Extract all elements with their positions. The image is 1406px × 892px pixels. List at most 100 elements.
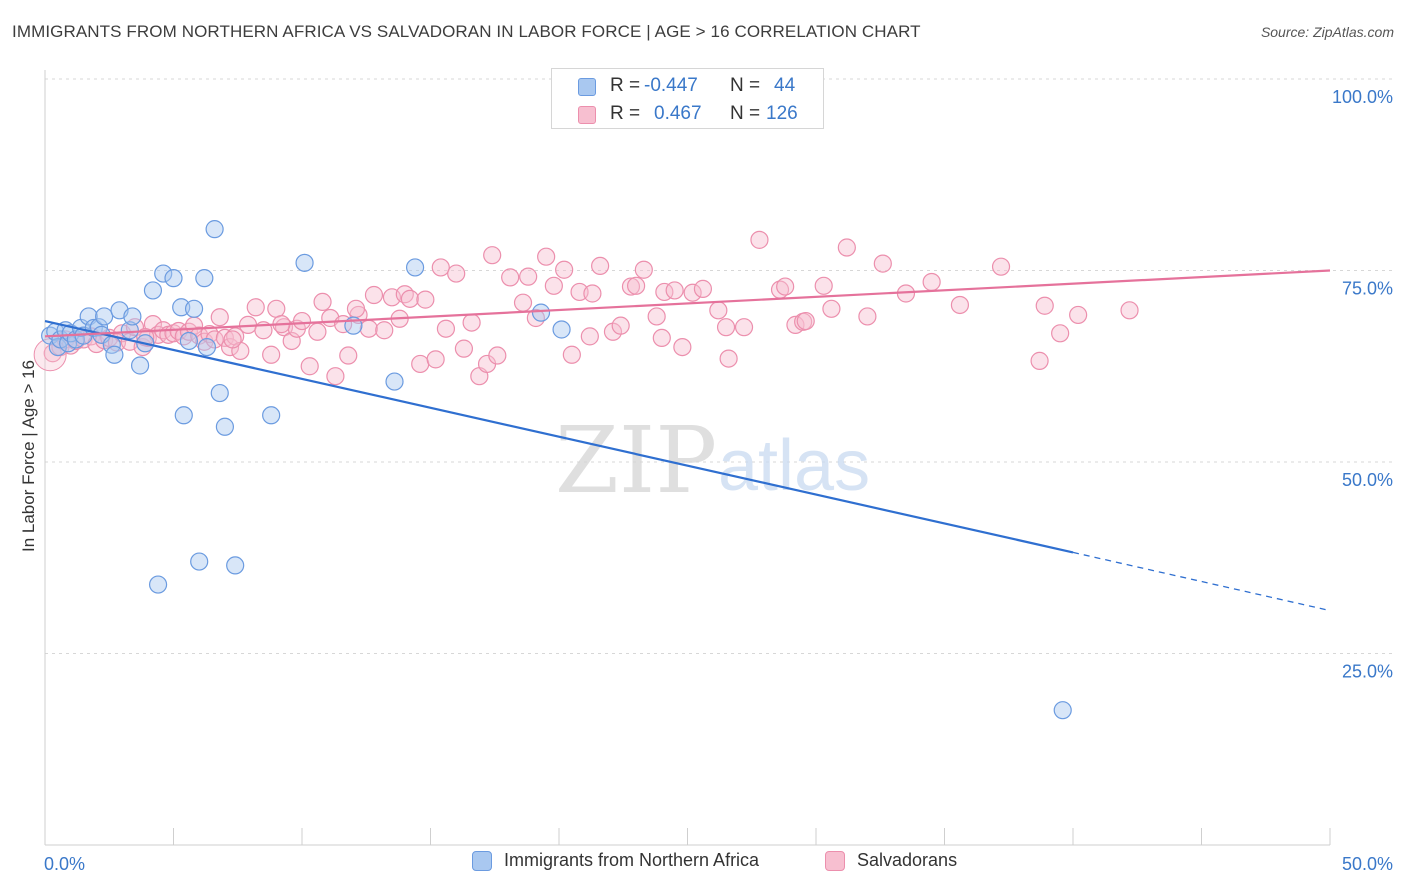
data-point-salvadoran [537,247,556,266]
data-point-salvadoran [488,346,507,365]
data-point-salvadoran [776,277,795,296]
data-point-salvadoran [246,298,265,317]
data-point-salvadoran [683,283,702,302]
data-point-salvadoran [583,284,602,303]
x-tick-labels: 0.0% 50.0% [44,854,1393,874]
data-point-salvadoran [716,318,736,337]
r-label: R = [610,103,641,124]
y-axis-label: In Labor Force | Age > 16 [19,360,38,552]
data-point-northern-africa [190,552,209,571]
gridlines [45,78,1392,654]
data-point-northern-africa [143,281,163,300]
legend-item-northern-africa[interactable]: Immigrants from Northern Africa [472,850,759,871]
y-tick-labels: 25.0% 50.0% 75.0% 100.0% [1332,87,1393,682]
correlation-stats-box: R = -0.447 N = 44 R = 0.467 N = 126 [551,68,824,129]
data-point-northern-africa [210,383,229,403]
data-point-salvadoran [750,230,769,249]
data-point-northern-africa [105,345,124,364]
data-point-salvadoran [223,330,242,349]
data-point-salvadoran [1120,301,1139,320]
legend-swatch-pink [825,850,845,871]
legend-item-salvadorans[interactable]: Salvadorans [825,850,957,871]
data-point-salvadoran [555,260,574,279]
data-point-salvadoran [454,339,474,358]
data-point-salvadoran [1030,351,1049,370]
data-point-salvadoran [991,257,1011,276]
data-point-northern-africa [262,406,281,425]
trend-lines [44,269,1331,612]
data-point-salvadoran [462,313,481,332]
data-point-northern-africa [179,331,199,351]
n-value: 44 [774,75,796,96]
data-point-salvadoran [796,311,815,331]
data-point-salvadoran [626,276,646,295]
x-tick-label: 50.0% [1342,854,1393,874]
data-point-salvadoran [364,285,384,305]
data-point-salvadoran [519,267,538,286]
data-point-salvadoran [1051,324,1070,343]
watermark-atlas: atlas [718,426,870,506]
data-point-salvadoran [136,328,155,347]
data-point-salvadoran [292,311,312,331]
data-point-northern-africa [95,307,114,326]
data-point-northern-africa [1053,701,1072,720]
data-point-salvadoran [652,328,671,348]
y-tick-label: 25.0% [1342,662,1393,682]
data-point-salvadoran [1069,305,1088,325]
data-point-salvadoran [634,260,653,279]
data-point-salvadoran [719,349,738,368]
r-value: -0.447 [644,75,698,96]
data-point-salvadoran [837,238,856,257]
r-value: 0.467 [654,103,702,124]
data-point-salvadoran [814,276,833,295]
stat-row-salvadorans: R = 0.467 N = 126 [552,101,823,129]
data-point-northern-africa [295,253,314,272]
data-point-northern-africa [195,269,214,288]
legend-label: Immigrants from Northern Africa [504,850,760,870]
data-point-northern-africa [123,307,142,326]
data-point-salvadoran [375,321,394,340]
data-point-salvadoran [734,318,754,337]
x-tick-label: 0.0% [44,854,85,874]
data-point-salvadoran [873,254,892,273]
data-point-salvadoran [411,354,430,374]
data-point-northern-africa [531,303,551,322]
data-point-salvadoran [709,301,728,320]
data-point-salvadoran [326,367,345,386]
data-point-salvadoran [210,308,229,327]
data-point-salvadoran [922,272,941,292]
y-tick-label: 50.0% [1342,470,1393,490]
data-point-salvadoran [262,345,281,364]
data-point-northern-africa [154,264,173,283]
y-tick-label: 100.0% [1332,87,1393,107]
r-label: R = [610,75,641,96]
data-point-salvadoran [591,256,610,276]
data-point-northern-africa [184,299,204,318]
trend-line-northern-africa [44,319,1074,554]
stat-row-northern-africa: R = -0.447 N = 44 [552,73,823,101]
axes [44,70,1331,846]
data-point-salvadoran [346,299,366,318]
data-point-salvadoran [359,319,378,338]
data-point-salvadoran [580,327,599,346]
data-point-salvadoran [621,277,641,296]
data-point-northern-africa [164,269,183,288]
data-point-salvadoran [693,279,713,298]
n-label: N = [730,103,761,124]
data-point-northern-africa [174,406,193,425]
data-point-salvadoran [673,338,692,357]
data-point-northern-africa [552,320,571,339]
data-point-northern-africa [385,372,404,391]
n-label: N = [730,75,761,96]
data-point-salvadoran [400,289,420,308]
data-point-salvadoran [822,299,841,318]
data-point-salvadoran [665,281,684,300]
data-point-salvadoran [544,276,563,295]
trend-line-salvadorans [44,269,1331,338]
legend-label: Salvadorans [857,850,958,870]
trend-line-extrapolation [1072,551,1331,612]
data-point-salvadoran [513,293,533,312]
data-point-salvadoran [501,268,520,287]
data-point-salvadoran [647,307,666,326]
